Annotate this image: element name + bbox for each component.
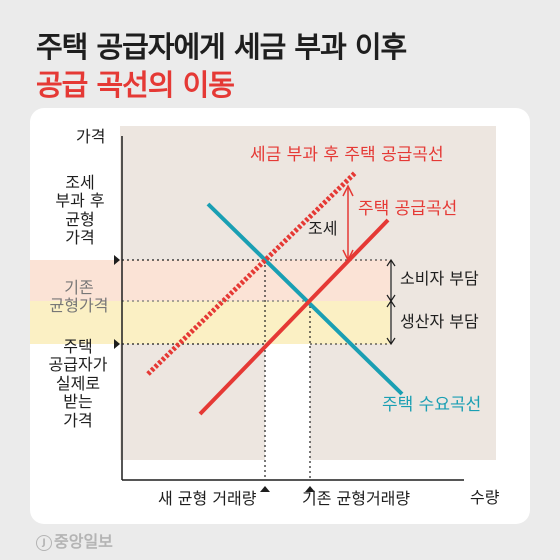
taxed-supply-curve <box>146 170 358 376</box>
diagram-panel: 가격 수량 조세 부과 후 균형 가격 기존 균형가격 주택 공급자가 실제로 … <box>30 108 530 524</box>
old-equilibrium-quantity-label: 기존 균형거래량 <box>302 489 411 508</box>
arrow-up-marker-icon <box>305 486 315 492</box>
arrow-right-marker-icon <box>114 255 120 265</box>
new-equilibrium-price-label: 조세 부과 후 균형 가격 <box>55 173 105 248</box>
title-line-1: 주택 공급자에게 세금 부과 이후 <box>36 30 407 64</box>
tax-label: 조세 <box>308 219 338 238</box>
consumer-burden-label: 소비자 부담 <box>400 269 479 288</box>
publisher-logo: J 중앙일보 <box>36 528 113 552</box>
x-axis-label: 수량 <box>470 488 500 507</box>
logo-text: 중앙일보 <box>54 532 113 551</box>
producer-burden-label: 생산자 부담 <box>400 312 479 331</box>
old-equilibrium-price-label: 기존 균형가격 <box>49 278 109 316</box>
title-line-2: 공급 곡선의 이동 <box>36 68 235 102</box>
quantity-gap-region <box>265 344 310 460</box>
supply-demand-diagram <box>30 126 496 492</box>
taxed-supply-curve-label: 세금 부과 후 주택 공급곡선 <box>250 145 444 165</box>
arrow-right-marker-icon <box>114 339 120 349</box>
y-axis-label: 가격 <box>76 127 106 146</box>
supply-curve <box>198 218 390 416</box>
demand-curve <box>206 202 404 396</box>
supply-curve-label: 주택 공급곡선 <box>358 199 458 219</box>
seller-received-price-label: 주택 공급자가 실제로 받는 가격 <box>48 337 108 430</box>
logo-mark-icon: J <box>36 534 52 551</box>
arrow-up-marker-icon <box>260 486 270 492</box>
demand-curve-label: 주택 수요곡선 <box>382 395 482 415</box>
new-equilibrium-quantity-label: 새 균형 거래량 <box>158 489 257 508</box>
